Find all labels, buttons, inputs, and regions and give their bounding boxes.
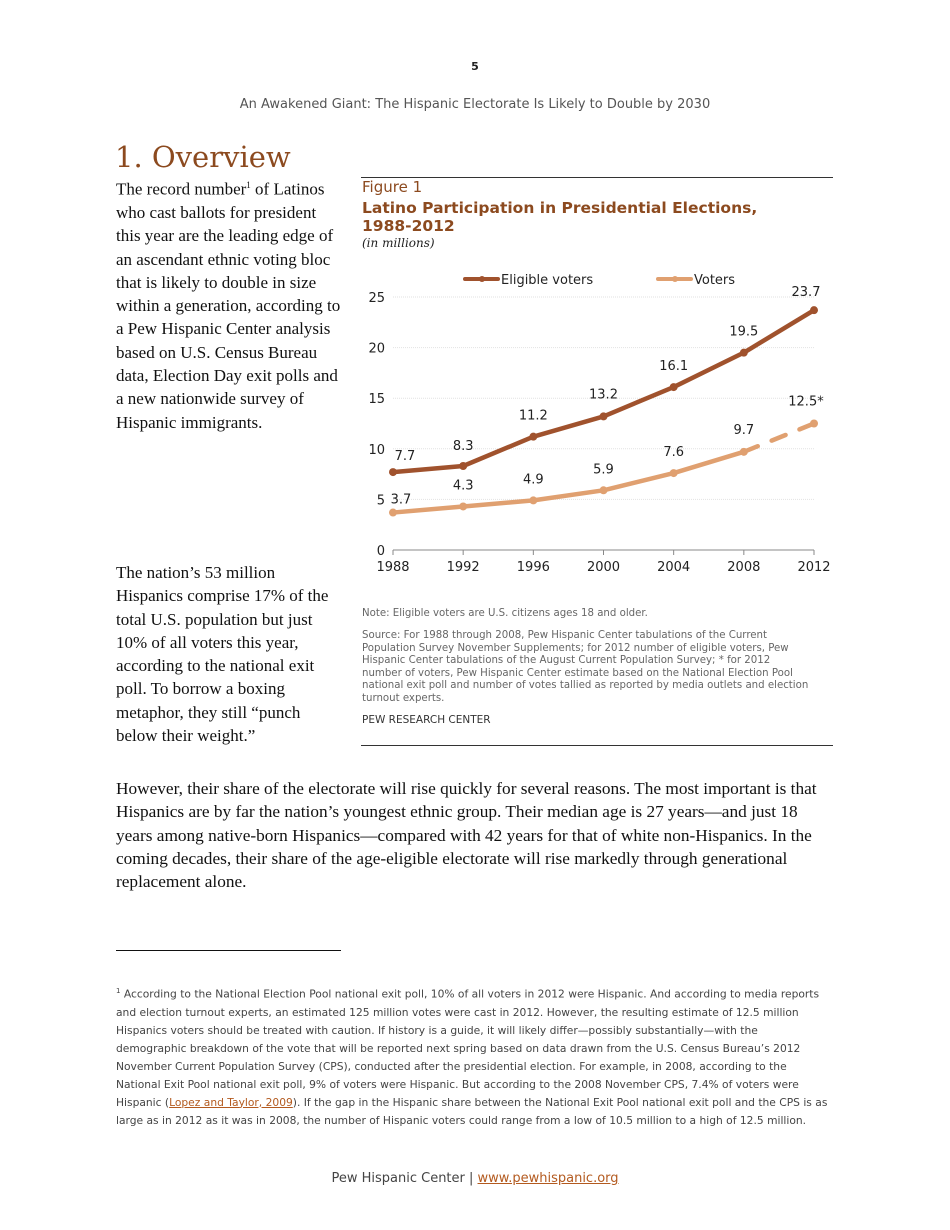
data-label: 7.7 xyxy=(395,449,416,464)
data-label: 8.3 xyxy=(453,439,474,454)
figure-bottom-rule xyxy=(361,745,833,746)
running-header: An Awakened Giant: The Hispanic Electora… xyxy=(239,97,711,112)
footer-org: Pew Hispanic Center | xyxy=(331,1171,478,1186)
text: According to the National Election Pool … xyxy=(116,987,820,1109)
series-line xyxy=(392,449,745,515)
data-point xyxy=(599,486,608,495)
data-label: 12.5* xyxy=(788,395,824,410)
line-chart: 0 5 10 15 20 25 1988 1992 1996 2000 2004 2008 2012 El… xyxy=(368,273,830,575)
footnote: 1 According to the National Election Poo… xyxy=(116,982,831,1130)
data-label: 23.7 xyxy=(792,285,821,300)
y-tick-label: 0 xyxy=(377,544,385,559)
text: The record number xyxy=(116,179,247,199)
x-tick-label: 1988 xyxy=(376,560,409,575)
data-point xyxy=(739,447,748,456)
legend-label: Voters xyxy=(694,273,735,288)
page-number: 5 xyxy=(471,60,479,73)
data-point xyxy=(599,412,608,421)
data-point xyxy=(389,468,397,477)
y-tick-label: 20 xyxy=(368,342,385,357)
x-tick-label: 2012 xyxy=(797,560,830,575)
figure-title: Latino Participation in Presidential Ele… xyxy=(362,199,758,235)
y-tick-label: 10 xyxy=(368,443,385,458)
x-tick-label: 2004 xyxy=(657,560,690,575)
footnote-rule xyxy=(116,950,341,951)
data-point xyxy=(810,419,818,428)
data-label: 19.5 xyxy=(729,325,758,340)
data-label: 5.9 xyxy=(593,462,614,477)
data-point xyxy=(669,469,678,478)
figure-label: Figure 1 xyxy=(362,178,423,196)
left-paragraph-1: The record number1 of Latinos who cast b… xyxy=(116,174,344,434)
x-tick-label: 2000 xyxy=(587,560,620,575)
series-line-dashed xyxy=(741,421,817,455)
data-label: 13.2 xyxy=(589,387,618,402)
data-label: 3.7 xyxy=(391,493,412,508)
x-tick-label: 1992 xyxy=(447,560,480,575)
data-point xyxy=(389,508,397,517)
y-tick-label: 15 xyxy=(368,392,385,407)
data-point xyxy=(739,348,748,357)
legend-marker xyxy=(479,276,485,282)
footnote-ref[interactable]: 1 xyxy=(246,180,251,190)
figure-note: Note: Eligible voters are U.S. citizens … xyxy=(362,608,648,619)
footnote-marker: 1 xyxy=(116,987,121,995)
section-title: 1. Overview xyxy=(115,140,291,174)
figure-brand: PEW RESEARCH CENTER xyxy=(362,714,491,726)
figure-unit: (in millions) xyxy=(362,236,435,250)
figure-source: Source: For 1988 through 2008, Pew Hispa… xyxy=(362,630,809,704)
data-label: 11.2 xyxy=(519,409,548,424)
data-point xyxy=(529,496,538,505)
body-paragraph: However, their share of the electorate w… xyxy=(116,779,817,892)
x-tick-label: 2008 xyxy=(727,560,760,575)
data-point xyxy=(669,383,678,392)
data-point xyxy=(459,502,468,511)
data-label: 4.9 xyxy=(523,472,544,487)
text: ). If the gap in the Hispanic share betw… xyxy=(116,1095,828,1127)
figure-top-rule xyxy=(361,177,833,178)
data-point xyxy=(459,462,468,471)
legend-marker xyxy=(672,276,678,282)
footer-link[interactable]: www.pewhispanic.org xyxy=(477,1171,619,1186)
page-footer: Pew Hispanic Center | www.pewhispanic.or… xyxy=(0,1171,950,1186)
data-point xyxy=(810,306,818,315)
data-label: 16.1 xyxy=(659,359,688,374)
x-tick-label: 1996 xyxy=(517,560,550,575)
y-tick-label: 25 xyxy=(368,291,385,306)
data-label: 7.6 xyxy=(663,445,684,460)
text: of Latinos who cast ballots for presiden… xyxy=(116,179,341,432)
citation-link[interactable]: Lopez and Taylor, 2009 xyxy=(169,1095,293,1109)
data-point xyxy=(529,432,538,441)
data-label: 4.3 xyxy=(453,478,474,493)
left-paragraph-2: The nation’s 53 million Hispanics compri… xyxy=(116,563,329,746)
data-label: 9.7 xyxy=(733,423,754,438)
legend-label: Eligible voters xyxy=(501,273,593,288)
y-tick-label: 5 xyxy=(377,493,385,508)
